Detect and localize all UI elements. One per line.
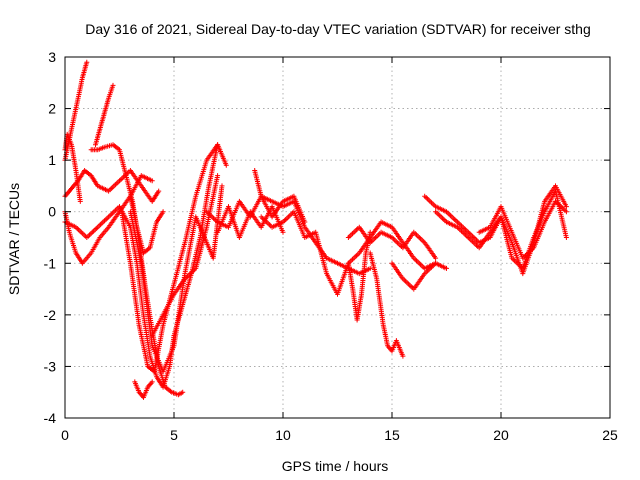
data-point-marker: [367, 265, 373, 271]
data-series-track-18: [367, 250, 406, 359]
data-point-marker: [149, 178, 155, 184]
data-point-marker: [433, 255, 439, 261]
data-series: [62, 59, 569, 400]
data-point-marker: [400, 353, 406, 359]
y-tick-label: -2: [44, 307, 57, 323]
data-series-track-8: [132, 379, 155, 400]
data-point-marker: [110, 82, 116, 88]
y-tick-label: 2: [48, 101, 56, 117]
chart-title: Day 316 of 2021, Sidereal Day-to-day VTE…: [85, 21, 591, 37]
x-tick-label: 0: [61, 427, 69, 443]
x-tick-label: 20: [493, 427, 509, 443]
data-point-marker: [563, 235, 569, 240]
y-tick-label: -3: [44, 358, 57, 374]
plot-frame: [64, 56, 611, 419]
data-series-track-21: [422, 183, 569, 277]
y-tick-label: -1: [44, 255, 57, 271]
data-series-track-12: [127, 193, 166, 256]
data-series-track-19: [345, 224, 439, 261]
data-point-marker: [219, 183, 225, 189]
x-axis-label: GPS time / hours: [282, 458, 389, 474]
data-series-track-2: [62, 131, 83, 204]
y-tick-label: 0: [48, 204, 56, 220]
x-tick-label: 10: [275, 427, 291, 443]
y-tick-label: 1: [48, 152, 56, 168]
data-point-marker: [156, 188, 162, 194]
data-point-marker: [223, 162, 229, 168]
data-series-track-15: [252, 168, 373, 277]
y-tick-label: -4: [44, 410, 57, 426]
x-tick-label: 5: [170, 427, 178, 443]
data-point-marker: [433, 260, 439, 266]
axis-ticks: 0 5 10 15 20 25 -4 -3 -2 -1 0 1 2 3: [44, 49, 618, 443]
data-series-track-14: [215, 204, 286, 240]
data-series-track-11: [149, 173, 221, 338]
data-point-marker: [180, 389, 186, 395]
data-point-marker: [77, 198, 83, 204]
data-series-track-1: [62, 59, 90, 163]
data-series-track-9: [119, 142, 229, 375]
data-point-marker: [149, 379, 155, 385]
data-point-marker: [215, 173, 221, 179]
data-series-track-17: [345, 229, 373, 323]
data-series-track-6: [62, 173, 155, 266]
y-tick-label: 3: [48, 49, 56, 65]
x-tick-label: 25: [602, 427, 618, 443]
data-point-marker: [563, 209, 569, 215]
data-point-marker: [84, 59, 90, 65]
data-point-marker: [444, 265, 449, 271]
data-point-marker: [367, 229, 373, 235]
data-series-track-22: [433, 188, 569, 271]
data-point-marker: [160, 209, 166, 215]
data-series-track-4: [93, 82, 116, 148]
x-tick-label: 15: [384, 427, 400, 443]
data-series-track-20: [389, 260, 439, 292]
data-series-track-3: [62, 168, 162, 204]
y-axis-label: SDTVAR / TECUs: [6, 183, 22, 295]
data-series-track-23: [476, 198, 569, 261]
data-point-marker: [280, 229, 286, 235]
data-point-marker: [563, 204, 569, 210]
